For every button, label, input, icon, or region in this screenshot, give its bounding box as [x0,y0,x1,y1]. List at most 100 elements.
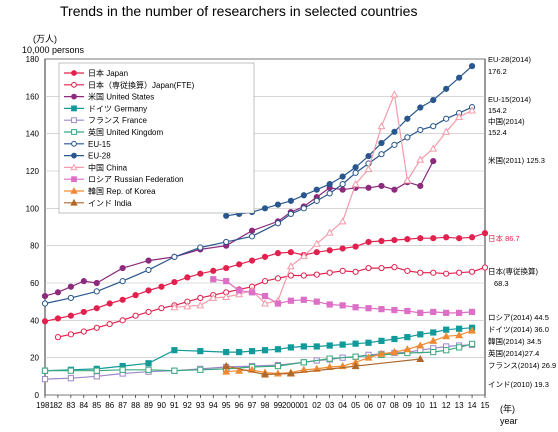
data-point [287,297,294,304]
x-axis-ticks: 1981 82 83 84 85 86 87 88 89 90 91 92 93 94 95 96 97 98 99… [36,395,490,410]
data-point [429,144,438,152]
data-point [456,309,463,316]
data-point [248,227,256,234]
data-point [145,360,152,367]
end-label: EU-28(2014) [488,55,531,64]
data-point [132,292,139,299]
data-point [222,361,231,370]
x-tick-label: 84 [79,401,88,410]
data-point [67,375,74,382]
y-tick-label: 100 [26,204,40,213]
data-point [158,305,165,312]
x-tick-label: 10 [416,401,425,410]
data-point [41,367,49,374]
data-point [54,315,62,322]
data-point [67,312,74,319]
data-point [378,182,385,190]
data-point [71,93,77,100]
legend-item: 日本 Japan [64,68,128,78]
data-point [430,269,437,276]
data-point [300,192,307,199]
data-point [261,370,269,378]
data-point [403,176,412,184]
data-point [377,122,386,130]
end-label: ロシア(2014) 44.5 [488,313,549,322]
end-label: 韓国(2014) 34.5 [488,336,541,346]
data-point [261,253,269,260]
data-point [326,301,333,308]
end-label: 日本 86.7 [488,233,520,243]
data-point [338,217,347,225]
data-point [54,289,62,296]
data-point [456,269,463,276]
data-point [67,331,74,338]
data-point [197,294,204,302]
data-point [300,359,307,366]
data-point [274,275,282,282]
data-point [417,309,424,316]
y-axis-ticks: 0 20 40 60 80 100 120 140 160 180 [26,55,40,400]
x-axis-unit-label-en: year [500,416,518,426]
data-point [70,187,78,194]
data-point [326,180,333,188]
x-tick-label: 85 [92,401,101,410]
data-point [300,296,307,303]
data-point [299,251,308,259]
data-point [430,329,437,336]
legend: 日本 Japan 日本（専従換算）Japan(FTE) 米国 United Stat… [64,68,195,208]
data-point [326,342,333,349]
data-point [430,123,437,130]
data-point [210,267,217,274]
end-label: 176.2 [488,67,507,76]
series-9 [210,276,476,316]
data-point [443,234,450,241]
data-point [80,328,87,335]
legend-item: ロシア Russian Federation [64,175,184,184]
legend-label: ドイツ Germany [88,104,147,113]
data-point [391,306,398,314]
data-point [300,343,307,350]
legend-item: EU-15 [64,140,111,149]
data-point [93,324,100,331]
data-point [145,308,152,316]
legend-label: 米国 United States [88,92,154,102]
data-point [456,325,463,332]
data-point [417,269,424,276]
data-point [417,331,424,338]
data-point [417,104,424,111]
data-point [261,292,269,300]
data-point [171,367,178,374]
data-point [184,274,191,281]
y-tick-label: 60 [30,279,39,288]
data-point [235,366,244,374]
data-point [339,186,346,193]
legend-label: 日本（専従換算）Japan(FTE) [88,80,195,90]
data-point [196,301,205,309]
chart-title: Trends in the number of researchers in s… [60,3,417,19]
data-point [442,332,451,340]
end-label: 米国(2011) 125.3 [488,155,545,165]
data-point [390,347,399,356]
data-point [248,257,256,264]
data-point [429,336,438,344]
data-point [41,292,49,300]
data-point [287,197,294,204]
data-point [404,307,411,315]
data-point [132,312,139,319]
data-point [93,367,100,374]
data-point [235,290,244,298]
legend-label: 英国 United Kingdom [88,127,163,137]
x-tick-label: 04 [338,401,347,410]
series-layer [41,62,489,383]
x-tick-label: 93 [196,401,205,410]
legend-label: インド India [88,199,132,208]
data-point [365,238,372,246]
data-point [183,302,192,310]
x-tick-label: 11 [429,401,438,410]
data-point [326,190,333,197]
end-label: フランス(2014) 26.9 [488,361,556,370]
data-point [378,151,385,158]
x-tick-label: 96 [235,401,244,410]
legend-item: ドイツ Germany [64,104,147,113]
